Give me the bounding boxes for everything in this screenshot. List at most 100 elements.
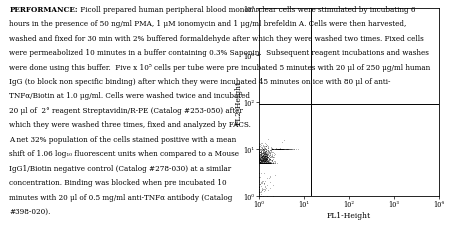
Point <box>255 161 262 165</box>
Point <box>262 152 269 156</box>
Point <box>257 152 264 156</box>
Point <box>260 159 267 163</box>
Point <box>261 152 268 155</box>
Point <box>268 155 275 159</box>
Point <box>269 147 276 151</box>
Point <box>292 147 299 151</box>
Point <box>267 158 274 162</box>
Point <box>263 150 270 153</box>
Point <box>261 161 269 165</box>
Point <box>256 161 263 165</box>
Point <box>263 153 270 156</box>
Point <box>265 161 272 164</box>
Point <box>263 151 270 155</box>
Point <box>255 160 262 163</box>
Point <box>266 176 273 180</box>
Point <box>258 142 265 146</box>
Point <box>268 161 275 165</box>
Point <box>262 147 270 151</box>
Point <box>261 161 268 165</box>
Point <box>279 147 286 151</box>
Point <box>274 147 282 151</box>
Point <box>259 187 266 191</box>
Point <box>264 151 271 155</box>
Point <box>260 151 267 154</box>
Point <box>261 158 269 162</box>
Point <box>256 161 264 164</box>
Point <box>261 152 269 156</box>
Point <box>270 161 277 165</box>
Point <box>255 153 262 157</box>
Point <box>260 161 267 165</box>
Point <box>268 155 275 159</box>
Point <box>265 158 272 162</box>
Point <box>267 161 274 165</box>
Point <box>274 147 281 151</box>
Point <box>262 161 269 165</box>
Point <box>265 158 272 162</box>
Text: shift of 1.06 log₁₀ fluorescent units when compared to a Mouse: shift of 1.06 log₁₀ fluorescent units wh… <box>9 150 239 157</box>
Point <box>257 160 265 164</box>
Point <box>259 147 266 151</box>
Point <box>260 156 267 160</box>
Point <box>259 158 266 162</box>
Point <box>266 155 273 159</box>
Point <box>263 158 270 162</box>
Point <box>263 161 270 165</box>
Point <box>265 161 272 165</box>
Point <box>264 161 271 165</box>
Point <box>255 160 262 163</box>
Point <box>255 148 262 151</box>
Point <box>259 146 266 150</box>
Point <box>263 159 270 163</box>
Point <box>255 193 262 196</box>
Point <box>255 156 262 159</box>
Point <box>260 155 267 159</box>
Point <box>261 148 268 151</box>
Point <box>261 160 268 164</box>
Point <box>261 149 268 152</box>
Point <box>266 161 274 165</box>
Point <box>258 155 265 158</box>
Point <box>259 159 266 162</box>
Point <box>255 160 262 164</box>
Point <box>272 147 279 151</box>
Point <box>265 161 272 164</box>
Point <box>256 161 264 165</box>
Point <box>263 157 270 161</box>
Point <box>257 161 264 165</box>
Point <box>274 147 282 151</box>
Point <box>255 161 262 165</box>
Point <box>279 147 287 151</box>
Point <box>259 160 266 163</box>
Point <box>256 161 264 165</box>
Point <box>270 147 277 151</box>
Point <box>260 161 267 165</box>
Point <box>265 161 272 165</box>
Point <box>280 147 288 151</box>
Point <box>257 161 265 165</box>
Point <box>258 161 265 165</box>
Point <box>263 147 270 151</box>
Point <box>261 159 269 162</box>
Point <box>258 159 265 163</box>
Point <box>277 147 284 151</box>
Point <box>268 155 275 159</box>
Point <box>271 147 279 151</box>
Point <box>261 155 269 158</box>
Point <box>263 187 270 190</box>
Point <box>255 149 262 153</box>
Point <box>256 159 263 162</box>
Point <box>263 156 270 160</box>
Point <box>262 161 270 165</box>
Point <box>286 147 293 151</box>
Point <box>256 161 263 165</box>
Point <box>255 171 262 175</box>
Point <box>280 147 287 151</box>
Point <box>261 157 268 161</box>
Point <box>263 156 270 160</box>
Point <box>257 157 265 161</box>
Point <box>256 161 263 165</box>
Point <box>258 161 265 165</box>
Point <box>259 161 266 165</box>
